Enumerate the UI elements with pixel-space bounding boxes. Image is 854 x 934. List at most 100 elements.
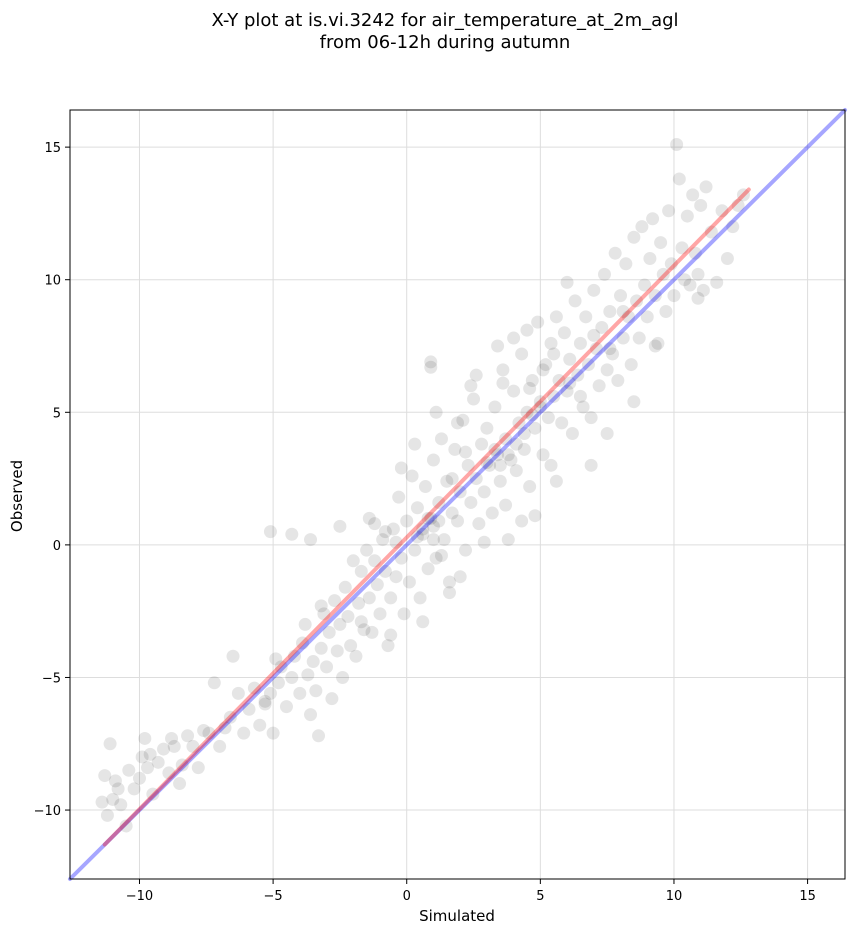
data-point <box>354 564 368 578</box>
data-point <box>341 609 355 623</box>
data-point <box>640 310 654 324</box>
data-point <box>317 607 331 621</box>
y-tick-label: 5 <box>53 406 61 421</box>
data-point <box>312 729 326 743</box>
data-point <box>493 474 507 488</box>
data-point <box>523 480 537 494</box>
data-point <box>429 551 443 565</box>
data-point <box>635 220 649 234</box>
data-point <box>600 363 614 377</box>
data-point <box>100 808 114 822</box>
data-point <box>207 676 221 690</box>
data-point <box>672 172 686 186</box>
data-point <box>429 405 443 419</box>
data-point <box>547 347 561 361</box>
data-point <box>704 225 718 239</box>
data-point <box>424 360 438 374</box>
data-point <box>736 188 750 202</box>
data-point <box>167 739 181 753</box>
data-point <box>304 708 318 722</box>
data-point <box>258 697 272 711</box>
data-point <box>496 363 510 377</box>
data-point <box>659 305 673 319</box>
data-point <box>376 533 390 547</box>
data-point <box>520 323 534 337</box>
data-point <box>619 257 633 271</box>
y-axis-label: Observed <box>8 460 26 532</box>
data-point <box>456 413 470 427</box>
data-point <box>141 761 154 775</box>
data-point <box>592 379 606 393</box>
data-point <box>648 339 662 353</box>
data-point <box>710 275 724 289</box>
data-point <box>691 267 705 281</box>
data-point <box>483 458 497 472</box>
data-point <box>622 310 636 324</box>
data-point <box>357 623 371 637</box>
data-point <box>720 251 734 265</box>
data-point <box>499 432 513 446</box>
data-point <box>589 342 603 356</box>
data-point <box>726 220 740 234</box>
data-point <box>515 514 529 528</box>
data-point <box>132 771 146 785</box>
data-point <box>472 517 486 531</box>
data-point <box>191 761 205 775</box>
data-point <box>480 456 494 470</box>
plot-frame <box>69 109 846 880</box>
data-point <box>394 461 408 475</box>
data-point <box>384 591 398 605</box>
data-point <box>368 517 382 531</box>
data-point <box>528 421 542 435</box>
data-point <box>528 509 542 523</box>
data-point <box>517 442 531 456</box>
data-point <box>469 368 483 382</box>
data-point <box>226 649 240 663</box>
data-point <box>285 527 299 541</box>
x-tick-label: −10 <box>126 889 153 904</box>
data-point <box>504 453 518 467</box>
data-point <box>247 681 261 695</box>
data-point <box>445 506 459 520</box>
data-point <box>173 777 187 791</box>
data-point <box>627 230 641 244</box>
y-tick-label: 10 <box>44 274 61 289</box>
data-point <box>616 305 630 319</box>
data-point <box>459 543 473 557</box>
x-axis-label: Simulated <box>419 907 495 925</box>
data-point <box>576 400 590 414</box>
data-point <box>469 472 483 486</box>
data-point <box>325 692 339 706</box>
data-point <box>362 591 376 605</box>
data-point <box>651 336 665 350</box>
data-point <box>488 442 502 456</box>
data-point <box>464 379 478 393</box>
x-axis-ticks: −10 −5 0 5 10 15 <box>126 879 816 904</box>
data-point <box>151 755 165 769</box>
data-point <box>608 246 622 260</box>
data-point <box>595 320 609 334</box>
data-point <box>106 792 120 806</box>
data-point <box>424 355 438 369</box>
data-point <box>627 395 641 409</box>
data-point <box>549 474 563 488</box>
data-point <box>314 599 328 613</box>
data-point <box>108 774 122 788</box>
data-point <box>611 373 625 387</box>
data-point <box>491 339 505 353</box>
data-point <box>320 660 334 674</box>
data-point <box>373 607 387 621</box>
data-point <box>616 331 630 345</box>
y-tick-label: 0 <box>53 539 61 554</box>
data-point <box>515 347 529 361</box>
data-point <box>643 251 657 265</box>
x-tick-label: −5 <box>264 889 283 904</box>
data-point <box>314 641 328 655</box>
data-point <box>146 787 160 801</box>
data-point <box>646 212 660 226</box>
data-point <box>664 257 678 271</box>
grid <box>70 110 845 879</box>
y-tick-label: 15 <box>44 141 61 156</box>
data-point <box>579 310 593 324</box>
